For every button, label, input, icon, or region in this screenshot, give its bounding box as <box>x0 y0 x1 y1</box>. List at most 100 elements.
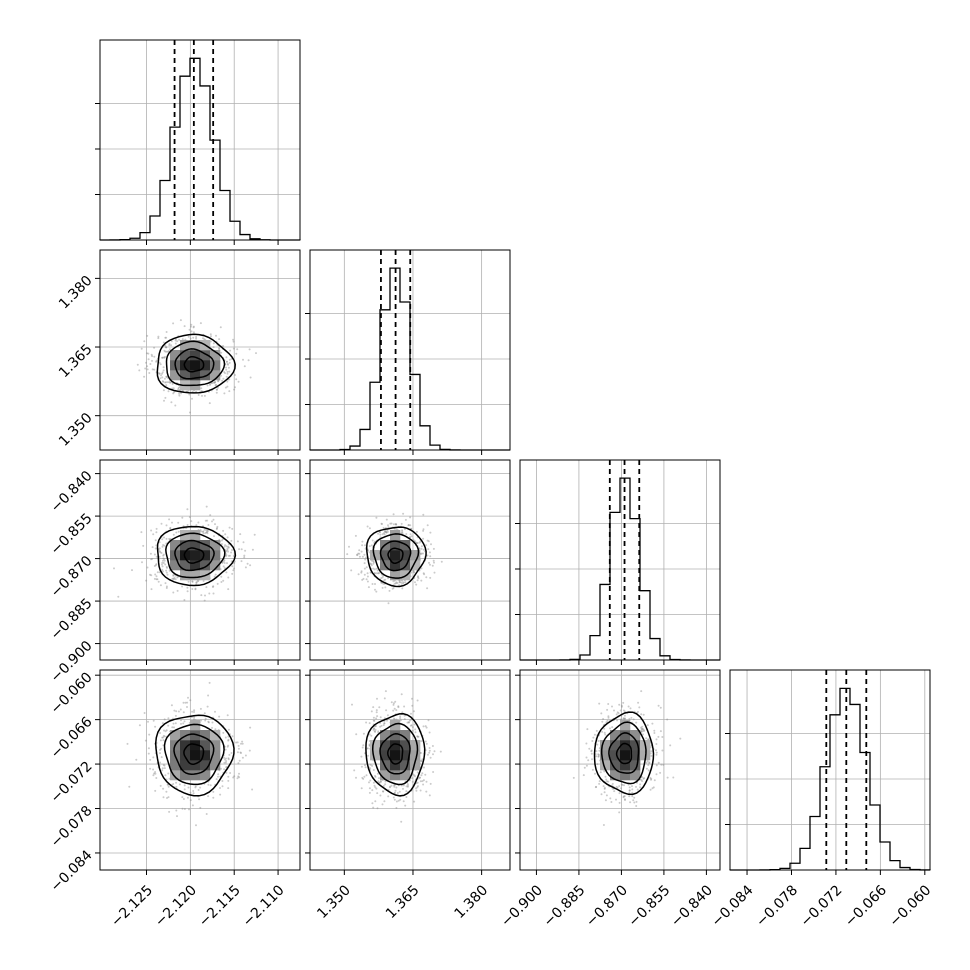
scatter-point <box>427 719 430 722</box>
scatter-point <box>164 381 167 384</box>
scatter-point <box>155 527 158 530</box>
scatter-point <box>648 762 651 765</box>
scatter-point <box>233 562 236 565</box>
scatter-point <box>165 565 168 568</box>
scatter-point <box>372 567 375 570</box>
scatter-point <box>215 334 217 337</box>
scatter-point <box>166 350 169 353</box>
scatter-point <box>582 774 585 777</box>
density-cell <box>190 340 201 351</box>
scatter-point <box>161 568 164 571</box>
scatter-point <box>383 530 386 533</box>
scatter-point <box>370 710 373 713</box>
scatter-point <box>149 363 152 365</box>
scatter-point <box>212 342 215 345</box>
scatter-point <box>155 563 158 566</box>
scatter-point <box>392 702 395 705</box>
scatter-point <box>623 795 626 798</box>
scatter-point <box>226 385 229 388</box>
scatter-point <box>249 726 252 729</box>
scatter-point <box>413 571 416 574</box>
scatter-point <box>181 338 184 341</box>
scatter-point <box>229 772 232 774</box>
scatter-point <box>230 539 233 542</box>
scatter-point <box>355 733 358 736</box>
scatter-point <box>375 717 378 720</box>
scatter-point <box>183 784 186 787</box>
scatter-point <box>586 728 589 731</box>
scatter-point <box>640 726 642 729</box>
scatter-point <box>372 806 375 809</box>
scatter-point <box>394 789 397 792</box>
scatter-point <box>197 579 200 582</box>
scatter-point <box>415 787 417 790</box>
scatter-point <box>390 784 393 787</box>
scatter-point <box>237 380 240 383</box>
scatter-point <box>377 730 380 733</box>
scatter-point <box>633 796 636 799</box>
scatter-point <box>162 734 165 737</box>
scatter-point <box>645 767 648 770</box>
scatter-point <box>172 322 175 325</box>
scatter-point <box>390 701 393 704</box>
x-tick-label: −0.078 <box>753 882 801 930</box>
scatter-point <box>377 532 380 535</box>
scatter-point <box>353 769 356 772</box>
scatter-point <box>237 744 240 747</box>
scatter-point <box>360 570 363 573</box>
scatter-point <box>392 709 395 712</box>
density-cell <box>400 740 411 751</box>
panel-frame <box>99 249 301 451</box>
scatter-point <box>166 797 168 799</box>
scatter-point <box>365 774 368 777</box>
scatter-point <box>204 519 207 522</box>
x-tick-label: −0.900 <box>498 882 546 930</box>
scatter-point <box>395 523 398 526</box>
scatter-point <box>163 349 166 352</box>
scatter-point <box>165 569 168 572</box>
scatter-point <box>401 579 404 582</box>
scatter-point <box>401 711 404 714</box>
y-tick-label: −0.885 <box>48 595 96 643</box>
scatter-point <box>427 540 430 543</box>
scatter-point <box>432 771 435 773</box>
scatter-point <box>384 529 387 532</box>
scatter-point <box>135 758 138 761</box>
scatter-point <box>166 783 169 786</box>
scatter-point <box>416 786 419 789</box>
scatter-point <box>378 531 381 534</box>
scatter-point <box>164 730 167 733</box>
scatter-point <box>204 532 207 535</box>
x-tick-label: −0.084 <box>709 882 757 930</box>
scatter-point <box>361 776 364 779</box>
scatter-point <box>616 719 619 722</box>
scatter-point <box>420 547 423 550</box>
scatter-point <box>639 786 642 789</box>
scatter-point <box>403 705 406 708</box>
scatter-point <box>202 337 204 340</box>
scatter-point <box>640 727 643 730</box>
scatter-point <box>172 533 175 536</box>
scatter-point <box>641 776 644 779</box>
scatter-point <box>413 800 416 803</box>
scatter-point <box>244 549 247 552</box>
scatter-point <box>666 776 669 779</box>
contour-line <box>154 714 235 797</box>
scatter-point <box>177 388 180 391</box>
scatter-point <box>192 325 195 328</box>
scatter-point <box>171 726 174 729</box>
scatter-point <box>620 783 623 786</box>
scatter-point <box>642 728 644 731</box>
scatter-point <box>164 355 166 358</box>
scatter-point <box>158 361 161 364</box>
scatter-point <box>182 711 185 714</box>
scatter-point <box>162 380 165 383</box>
panel-grid <box>725 670 930 875</box>
scatter-point <box>373 568 376 571</box>
scatter-point <box>382 724 385 727</box>
scatter-point <box>236 540 239 543</box>
scatter-point <box>607 703 610 705</box>
scatter-point <box>221 561 224 564</box>
scatter-point <box>178 338 181 341</box>
scatter-point <box>380 581 383 584</box>
